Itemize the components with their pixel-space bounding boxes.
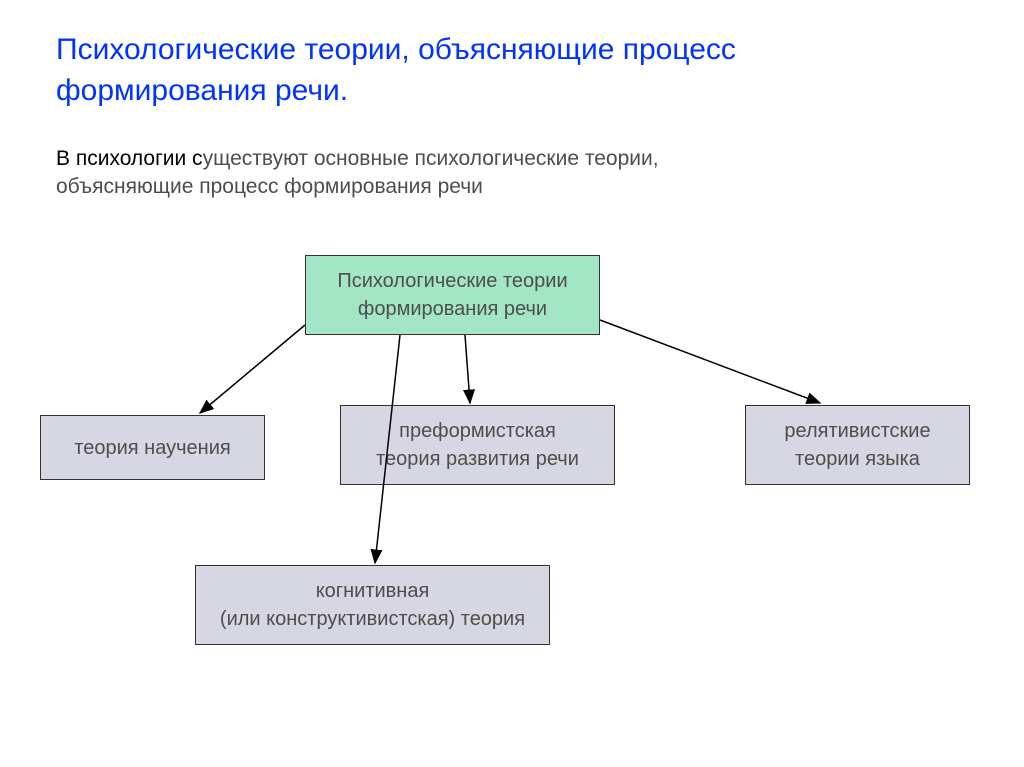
node-preformist-line2: теория развития речи: [376, 448, 579, 470]
node-cognitive-line2: (или конструктивистская) теория: [220, 608, 525, 630]
node-relativist-line2: теории языка: [795, 448, 920, 470]
node-root-line1: Психологические теории: [337, 270, 567, 292]
edge-root-preformist: [465, 335, 470, 403]
node-cognitive: когнитивная (или конструктивистская) тео…: [195, 565, 550, 645]
title-text: Психологические теории, объясняющие проц…: [56, 33, 736, 107]
edge-root-learning: [200, 325, 305, 413]
node-relativist: релятивистские теории языка: [745, 405, 970, 485]
node-root-line2: формирования речи: [358, 298, 547, 320]
node-learning: теория научения: [40, 415, 265, 480]
edge-root-relativist: [600, 320, 820, 403]
subtitle-prefix: В психологии с: [56, 147, 203, 170]
node-learning-line1: теория научения: [74, 437, 230, 459]
slide-title: Психологические теории, объясняющие проц…: [56, 30, 776, 111]
node-preformist-line1: преформистская: [399, 420, 556, 442]
node-cognitive-line1: когнитивная: [316, 580, 430, 602]
node-preformist: преформистская теория развития речи: [340, 405, 615, 485]
node-root: Психологические теории формирования речи: [305, 255, 600, 335]
node-relativist-line1: релятивистские: [784, 420, 930, 442]
diagram-arrows: [0, 0, 1024, 767]
slide-subtitle: В психологии существуют основные психоло…: [56, 145, 776, 202]
